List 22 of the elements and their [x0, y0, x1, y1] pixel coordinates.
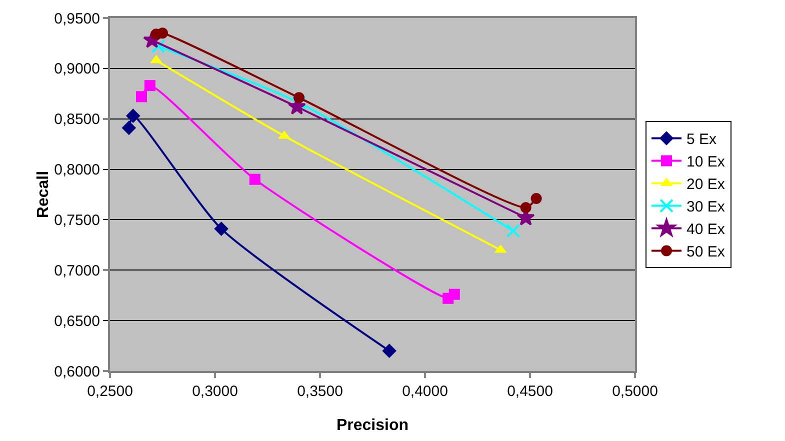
x-tick-label: 0,3000 — [192, 383, 238, 400]
y-tick-label: 0,7000 — [54, 262, 100, 280]
y-tick-label: 0,6500 — [54, 312, 100, 330]
x-axis-title: Precision — [336, 417, 409, 434]
y-tick-label: 0,8500 — [54, 111, 100, 128]
x-tick-label: 0,4000 — [402, 383, 448, 400]
y-tick-label: 0,6000 — [54, 363, 100, 380]
y-tick-label: 0,8000 — [54, 162, 100, 179]
y-axis-title: Recall — [35, 170, 52, 218]
legend-label: 40 Ex — [686, 221, 726, 238]
legend-label: 50 Ex — [686, 244, 726, 261]
y-tick-label: 0,9500 — [54, 10, 100, 28]
legend-label: 20 Ex — [686, 176, 726, 194]
legend-label: 5 Ex — [686, 131, 718, 148]
x-tick-label: 0,2500 — [87, 383, 133, 400]
legend-label: 10 Ex — [686, 154, 726, 171]
x-tick-label: 0,4500 — [507, 383, 553, 400]
y-tick-label: 0,9000 — [54, 60, 100, 78]
x-tick-label: 0,3500 — [297, 383, 343, 400]
legend-label: 30 Ex — [686, 198, 726, 216]
y-tick-label: 0,7500 — [54, 212, 100, 229]
x-tick-label: 0,5000 — [612, 383, 658, 400]
